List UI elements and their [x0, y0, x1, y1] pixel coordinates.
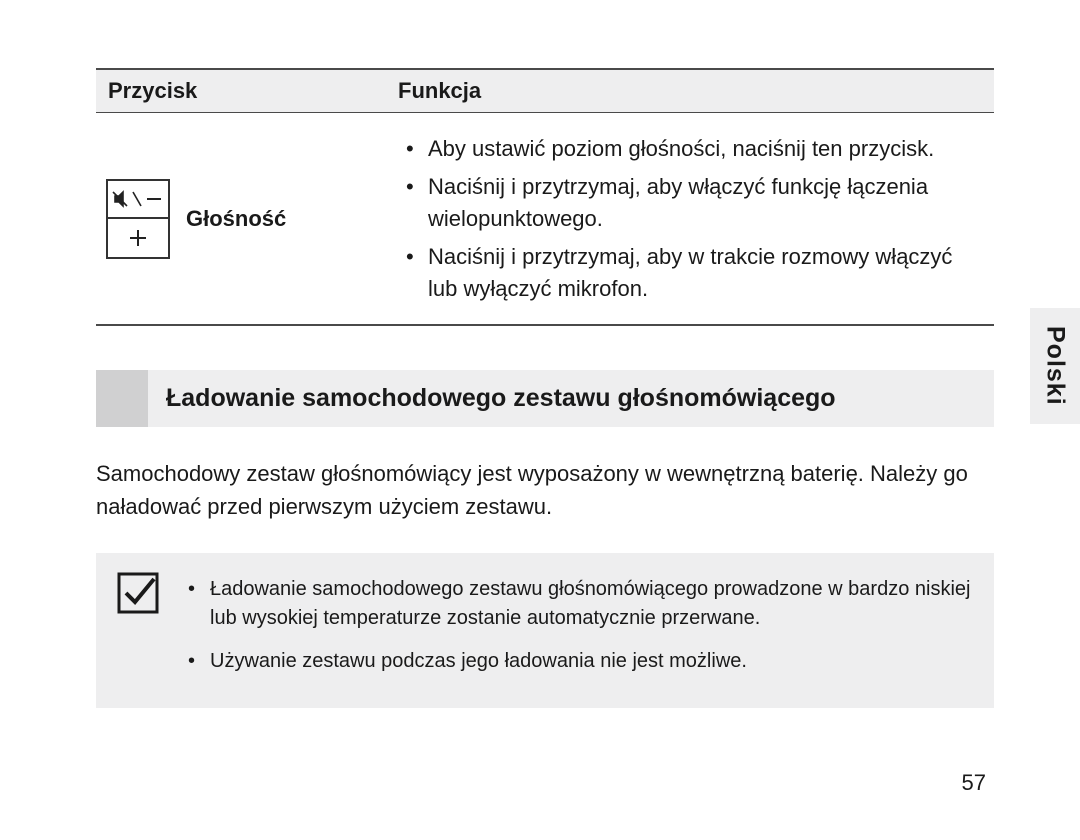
note-box: Ładowanie samochodowego zestawu głośnomó…	[96, 553, 994, 708]
button-label: Głośność	[186, 206, 286, 232]
note-item: Ładowanie samochodowego zestawu głośnomó…	[184, 575, 974, 633]
section-heading: Ładowanie samochodowego zestawu głośnomó…	[96, 370, 994, 427]
checkmark-icon	[116, 571, 162, 690]
section-paragraph: Samochodowy zestaw głośnomówiący jest wy…	[96, 457, 994, 523]
plus-icon	[106, 219, 170, 259]
language-side-tab: Polski	[1030, 308, 1080, 424]
col-header-button: Przycisk	[96, 69, 386, 113]
col-header-function: Funkcja	[386, 69, 994, 113]
page-number: 57	[962, 770, 986, 796]
table-row: Głośność Aby ustawić poziom głośności, n…	[96, 113, 994, 326]
note-item: Używanie zestawu podczas jego ładowania …	[184, 647, 974, 676]
language-label: Polski	[1041, 326, 1070, 406]
volume-button-icons	[106, 179, 170, 259]
function-item: Naciśnij i przytrzymaj, aby w trakcie ro…	[400, 241, 984, 305]
section-heading-title: Ładowanie samochodowego zestawu głośnomó…	[148, 370, 994, 427]
function-table: Przycisk Funkcja	[96, 68, 994, 326]
section-heading-tab	[96, 370, 148, 427]
function-item: Naciśnij i przytrzymaj, aby włączyć funk…	[400, 171, 984, 235]
manual-page: Przycisk Funkcja	[0, 0, 1080, 840]
note-list: Ładowanie samochodowego zestawu głośnomó…	[184, 571, 974, 690]
function-list: Aby ustawić poziom głośności, naciśnij t…	[396, 133, 984, 304]
function-cell: Aby ustawić poziom głośności, naciśnij t…	[386, 113, 994, 326]
table-header-row: Przycisk Funkcja	[96, 69, 994, 113]
button-cell: Głośność	[96, 113, 386, 326]
mute-minus-icon	[106, 179, 170, 219]
function-item: Aby ustawić poziom głośności, naciśnij t…	[400, 133, 984, 165]
